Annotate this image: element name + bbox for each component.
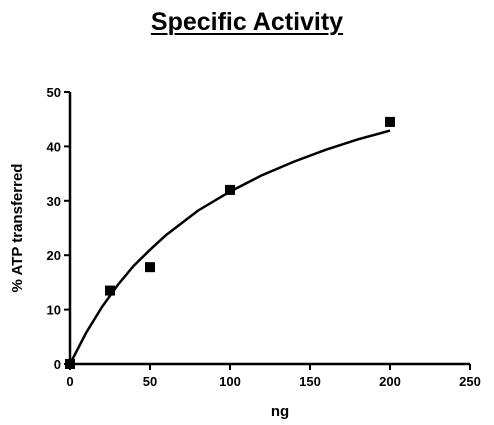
x-ticks: 0 50 100 150 200 250: [66, 364, 481, 389]
x-tick-label: 50: [143, 374, 157, 389]
x-tick-label: 100: [219, 374, 241, 389]
fit-curve: [68, 129, 391, 365]
y-ticks: 0 10 20 30 40 50: [47, 85, 70, 372]
data-point: [105, 285, 115, 296]
y-tick-label: 30: [47, 194, 61, 209]
x-tick-label: 150: [299, 374, 321, 389]
data-point: [65, 359, 75, 369]
chart-title: Specific Activity: [150, 8, 344, 36]
y-tick-label: 0: [54, 357, 61, 372]
data-point: [145, 262, 155, 273]
y-tick-label: 20: [47, 248, 61, 263]
y-tick-label: 10: [47, 303, 61, 318]
x-tick-label: 200: [379, 374, 401, 389]
y-tick-label: 50: [47, 85, 61, 100]
x-tick-label: 250: [459, 374, 481, 389]
y-axis-title: % ATP transferred: [9, 164, 26, 293]
x-tick-label: 0: [66, 374, 73, 389]
x-axis-title: ng: [271, 403, 289, 420]
axes: [68, 92, 470, 366]
y-tick-label: 40: [47, 139, 61, 154]
data-point: [385, 116, 395, 127]
data-points: [65, 116, 395, 369]
data-point: [225, 184, 235, 195]
